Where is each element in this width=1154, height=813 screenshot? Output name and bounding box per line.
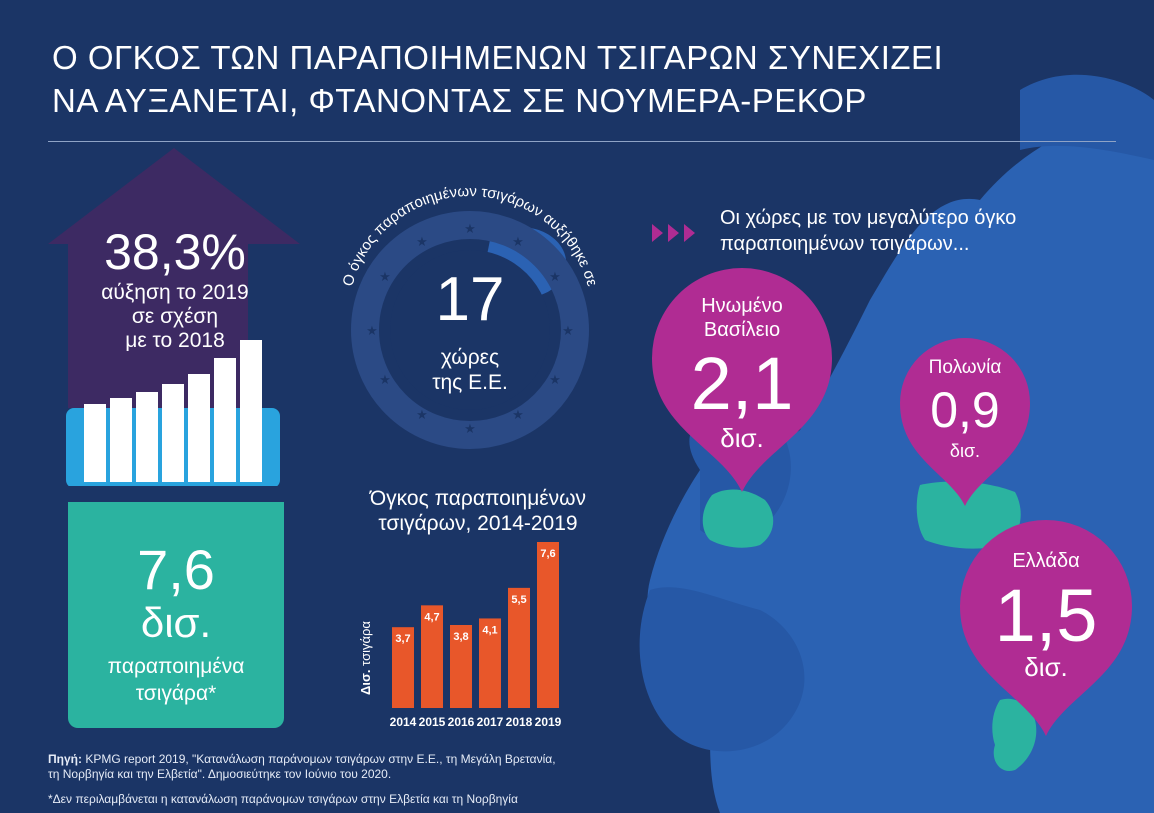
uk-name-line-2: Βασίλειο bbox=[703, 319, 781, 341]
total-line-1: παραποιημένα bbox=[107, 655, 245, 678]
countries-heading-line-1: Οι χώρες με τον μεγαλύτερο όγκο bbox=[720, 207, 1017, 229]
greece-unit: δισ. bbox=[1024, 652, 1068, 682]
greece-pin-icon bbox=[960, 520, 1132, 736]
svg-text:★: ★ bbox=[416, 407, 428, 422]
chart-title-line-1: Όγκος παραποιημένων bbox=[369, 487, 587, 510]
source-line-1: KPMG report 2019, "Κατανάλωση παράνομων … bbox=[82, 752, 556, 766]
svg-text:★: ★ bbox=[549, 372, 561, 387]
x-tick-label-2014: 2014 bbox=[390, 715, 417, 729]
uk-unit: δισ. bbox=[720, 423, 764, 453]
increase-line-3: με το 2018 bbox=[125, 329, 225, 352]
page-title: Ο ΟΓΚΟΣ ΤΩΝ ΠΑΡΑΠΟΙΗΜΕΝΩΝ ΤΣΙΓΑΡΩΝ ΣΥΝΕΧ… bbox=[52, 36, 943, 122]
eu-line-1: χώρες bbox=[440, 346, 500, 369]
total-line-2: τσιγάρα* bbox=[135, 682, 217, 705]
x-tick-label-2017: 2017 bbox=[477, 715, 504, 729]
increase-value: 38,3% bbox=[104, 224, 246, 280]
total-value: 7,6 bbox=[137, 538, 215, 601]
svg-text:★: ★ bbox=[562, 323, 574, 338]
chart-title-line-2: τσιγάρων, 2014-2019 bbox=[378, 512, 578, 535]
bar-value-label-2015: 4,7 bbox=[424, 611, 439, 623]
triple-chevron-icon bbox=[652, 224, 695, 242]
greece-name: Ελλάδα bbox=[1012, 550, 1080, 572]
chart-y-axis-label: Δισ. τσιγάρα bbox=[358, 621, 373, 695]
bar-value-label-2019: 7,6 bbox=[540, 548, 555, 560]
chart-y-axis-text: τσιγάρα bbox=[358, 621, 373, 666]
svg-text:★: ★ bbox=[549, 269, 561, 284]
svg-text:★: ★ bbox=[464, 421, 476, 436]
poland-name: Πολωνία bbox=[928, 357, 1002, 378]
source-note: Πηγή: KPMG report 2019, "Κατανάλωση παρά… bbox=[48, 752, 556, 782]
poland-value: 0,9 bbox=[930, 382, 1000, 438]
bar-2014 bbox=[392, 627, 414, 708]
bar-2019 bbox=[537, 542, 559, 708]
uk-region bbox=[702, 489, 774, 548]
bar-value-label-2016: 3,8 bbox=[453, 631, 468, 643]
svg-text:★: ★ bbox=[379, 269, 391, 284]
increase-line-2: σε σχέση bbox=[131, 305, 219, 328]
uk-name-line-1: Ηνωμένο bbox=[701, 295, 783, 317]
chart-y-axis-unit: Δισ. bbox=[358, 669, 373, 694]
countries-heading-line-2: παραποιημένων τσιγάρων... bbox=[720, 233, 970, 255]
bar-2015 bbox=[421, 605, 443, 708]
poland-pin-icon bbox=[900, 338, 1030, 506]
greece-region bbox=[992, 698, 1037, 771]
bar-2016 bbox=[450, 625, 472, 708]
greece-value: 1,5 bbox=[994, 574, 1098, 657]
svg-text:★: ★ bbox=[416, 234, 428, 249]
x-tick-label-2019: 2019 bbox=[535, 715, 562, 729]
poland-region bbox=[916, 481, 1021, 549]
title-divider bbox=[48, 141, 1116, 142]
bar-value-label-2018: 5,5 bbox=[511, 594, 526, 606]
countries-heading: Οι χώρες με τον μεγαλύτερο όγκο παραποιη… bbox=[720, 205, 1016, 257]
source-line-2: τη Νορβηγία και την Ελβετία". Δημοσιεύτη… bbox=[48, 767, 392, 781]
bar-2018 bbox=[508, 587, 530, 708]
svg-text:★: ★ bbox=[366, 323, 378, 338]
svg-text:★: ★ bbox=[512, 234, 524, 249]
eu-count: 17 bbox=[435, 265, 505, 334]
bar-chart: Δισ. τσιγάρα 3,7 2014 4,7 2015 3,8 2016 4,1 201… bbox=[358, 542, 562, 729]
eu-line-2: της Ε.Ε. bbox=[432, 371, 508, 394]
x-tick-label-2016: 2016 bbox=[448, 715, 475, 729]
svg-text:★: ★ bbox=[379, 372, 391, 387]
title-line-2: ΝΑ ΑΥΞΑΝΕΤΑΙ, ΦΤΑΝΟΝΤΑΣ ΣΕ ΝΟΥΜΕΡΑ-ΡΕΚΟΡ bbox=[52, 82, 867, 119]
cigarette-pack-graphic bbox=[48, 148, 300, 728]
x-tick-label-2015: 2015 bbox=[419, 715, 446, 729]
x-tick-label-2018: 2018 bbox=[506, 715, 533, 729]
title-line-1: Ο ΟΓΚΟΣ ΤΩΝ ΠΑΡΑΠΟΙΗΜΕΝΩΝ ΤΣΙΓΑΡΩΝ ΣΥΝΕΧ… bbox=[52, 39, 944, 76]
total-unit: δισ. bbox=[140, 599, 212, 646]
bar-2017 bbox=[479, 618, 501, 708]
source-label: Πηγή: bbox=[48, 752, 82, 766]
bar-value-label-2017: 4,1 bbox=[482, 624, 497, 636]
uk-value: 2,1 bbox=[690, 342, 794, 425]
svg-text:★: ★ bbox=[464, 221, 476, 236]
poland-unit: δισ. bbox=[949, 441, 981, 461]
svg-text:★: ★ bbox=[512, 407, 524, 422]
footnote: *Δεν περιλαμβάνεται η κατανάλωση παράνομ… bbox=[48, 792, 518, 806]
uk-pin-icon bbox=[652, 268, 832, 492]
eu-circle-graphic: ★ ★ ★ ★ ★ ★ ★ ★ ★ ★ ★ ★ Ο όγκος παραποιη… bbox=[339, 183, 601, 449]
increase-line-1: αύξηση το 2019 bbox=[101, 281, 249, 304]
star-icon-ring: ★ ★ ★ ★ ★ ★ ★ ★ ★ ★ ★ ★ bbox=[366, 221, 574, 436]
bar-value-label-2014: 3,7 bbox=[395, 633, 410, 645]
